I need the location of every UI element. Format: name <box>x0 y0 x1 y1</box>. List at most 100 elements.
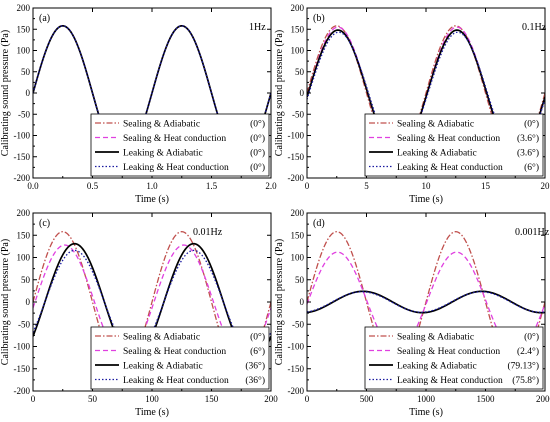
legend-label-3: Leaking & Heat conduction <box>397 376 503 386</box>
x-tick-label: 200 <box>264 394 278 404</box>
legend-label-0: Sealing & Adiabatic <box>123 333 200 343</box>
x-tick-label: 1.5 <box>206 181 218 191</box>
legend-label-2: Leaking & Adiabatic <box>123 149 203 159</box>
y-tick-label: 100 <box>17 253 31 263</box>
legend-label-2: Leaking & Adiabatic <box>397 362 477 372</box>
y-axis-label: Calibrating sound pressure (Pa) <box>0 30 11 156</box>
frequency-annotation: 1Hz <box>249 22 266 33</box>
y-tick-label: -200 <box>14 386 31 396</box>
x-tick-label: 50 <box>88 394 98 404</box>
y-tick-label: -150 <box>14 364 31 374</box>
legend-phase-2: (0°) <box>250 148 265 159</box>
y-tick-label: -200 <box>14 173 31 183</box>
x-tick-label: 0.5 <box>87 181 99 191</box>
legend-phase-2: (3.6°) <box>517 148 539 159</box>
chart-panel-3: 0 500 1000 1500 2000 -200 -150 -100 -50 0 50 100 150… <box>274 208 550 418</box>
legend-phase-0: (0°) <box>250 332 265 343</box>
x-tick-label: 150 <box>205 394 219 404</box>
frequency-annotation: 0.01Hz <box>193 227 223 238</box>
legend-phase-3: (6°) <box>524 162 539 173</box>
legend-label-1: Sealing & Heat conduction <box>123 347 226 357</box>
chart-panel-2: 0 50 100 150 200 -200 -150 -100 -50 0 50 100 150 200 T… <box>0 208 278 418</box>
legend-label-1: Sealing & Heat conduction <box>397 347 500 357</box>
y-tick-label: 0 <box>300 297 305 307</box>
legend-label-2: Leaking & Adiabatic <box>397 149 477 159</box>
y-tick-label: 100 <box>291 253 305 263</box>
y-tick-label: -150 <box>14 152 31 162</box>
legend-phase-3: (75.8°) <box>512 375 539 386</box>
y-tick-label: -200 <box>288 386 305 396</box>
x-tick-label: 20 <box>541 181 550 191</box>
y-tick-label: -100 <box>288 131 305 141</box>
x-tick-label: 2.0 <box>265 181 277 191</box>
legend-phase-1: (2.4°) <box>517 346 539 357</box>
legend-phase-2: (79.13°) <box>507 361 539 372</box>
legend-box <box>90 113 270 177</box>
y-tick-label: 50 <box>21 275 31 285</box>
legend-phase-0: (0°) <box>524 332 539 343</box>
legend-phase-3: (36°) <box>245 375 265 386</box>
x-tick-label: 5 <box>364 181 369 191</box>
legend-phase-3: (0°) <box>250 162 265 173</box>
legend-phase-2: (36°) <box>245 361 265 372</box>
legend-label-0: Sealing & Adiabatic <box>397 120 474 130</box>
x-tick-label: 0.0 <box>27 181 39 191</box>
x-tick-label: 0 <box>31 394 36 404</box>
legend-box <box>90 326 270 390</box>
y-tick-label: -100 <box>14 342 31 352</box>
legend-label-3: Leaking & Heat conduction <box>123 163 229 173</box>
x-tick-label: 1500 <box>477 394 496 404</box>
y-tick-label: -50 <box>292 109 304 119</box>
x-axis-label: Time (s) <box>409 194 443 205</box>
chart-panel-1: 0 5 10 15 20 -200 -150 -100 -50 0 50 100 150 200 Time … <box>274 3 550 205</box>
x-tick-label: 100 <box>145 394 159 404</box>
y-axis-label: Calibrating sound pressure (Pa) <box>274 239 285 365</box>
x-tick-label: 1000 <box>417 394 436 404</box>
legend-phase-1: (6°) <box>250 346 265 357</box>
y-tick-label: 200 <box>17 3 31 13</box>
panel-label: (c) <box>39 218 50 229</box>
y-tick-label: 150 <box>17 230 31 240</box>
chart-panel-0: 0.0 0.5 1.0 1.5 2.0 -200 -150 -100 -50 0 50 100 150 2… <box>0 3 277 205</box>
x-tick-label: 1.0 <box>146 181 158 191</box>
y-axis-label: Calibrating sound pressure (Pa) <box>0 239 11 365</box>
y-tick-label: -150 <box>288 364 305 374</box>
y-tick-label: -150 <box>288 152 305 162</box>
y-tick-label: 0 <box>300 88 305 98</box>
x-axis-label: Time (s) <box>135 194 169 205</box>
panel-label: (a) <box>39 13 50 24</box>
x-axis-label: Time (s) <box>135 407 169 418</box>
y-tick-label: 150 <box>291 24 305 34</box>
y-tick-label: 50 <box>295 275 305 285</box>
y-tick-label: 100 <box>17 46 31 56</box>
legend-label-2: Leaking & Adiabatic <box>123 362 203 372</box>
y-tick-label: 150 <box>17 24 31 34</box>
y-tick-label: 100 <box>291 46 305 56</box>
y-tick-label: 50 <box>295 67 305 77</box>
x-tick-label: 0 <box>305 394 310 404</box>
x-tick-label: 500 <box>360 394 374 404</box>
legend-label-0: Sealing & Adiabatic <box>397 333 474 343</box>
x-tick-label: 0 <box>305 181 310 191</box>
legend-label-3: Leaking & Heat conduction <box>397 163 503 173</box>
y-tick-label: -50 <box>292 319 304 329</box>
panel-label: (d) <box>313 218 325 229</box>
y-tick-label: -100 <box>14 131 31 141</box>
legend-phase-1: (0°) <box>250 133 265 144</box>
y-tick-label: -200 <box>288 173 305 183</box>
frequency-annotation: 0.001Hz <box>515 227 550 238</box>
panel-label: (b) <box>313 13 325 24</box>
legend-label-1: Sealing & Heat conduction <box>397 134 500 144</box>
legend-box <box>364 326 544 390</box>
y-tick-label: 200 <box>17 208 31 218</box>
y-tick-label: 50 <box>21 67 31 77</box>
series-line-1 <box>33 244 271 360</box>
y-tick-label: 200 <box>291 208 305 218</box>
y-tick-label: 200 <box>291 3 305 13</box>
x-axis-label: Time (s) <box>409 407 443 418</box>
x-tick-label: 10 <box>422 181 432 191</box>
y-tick-label: -50 <box>18 109 30 119</box>
legend-label-3: Leaking & Heat conduction <box>123 376 229 386</box>
legend-phase-0: (0°) <box>524 119 539 130</box>
